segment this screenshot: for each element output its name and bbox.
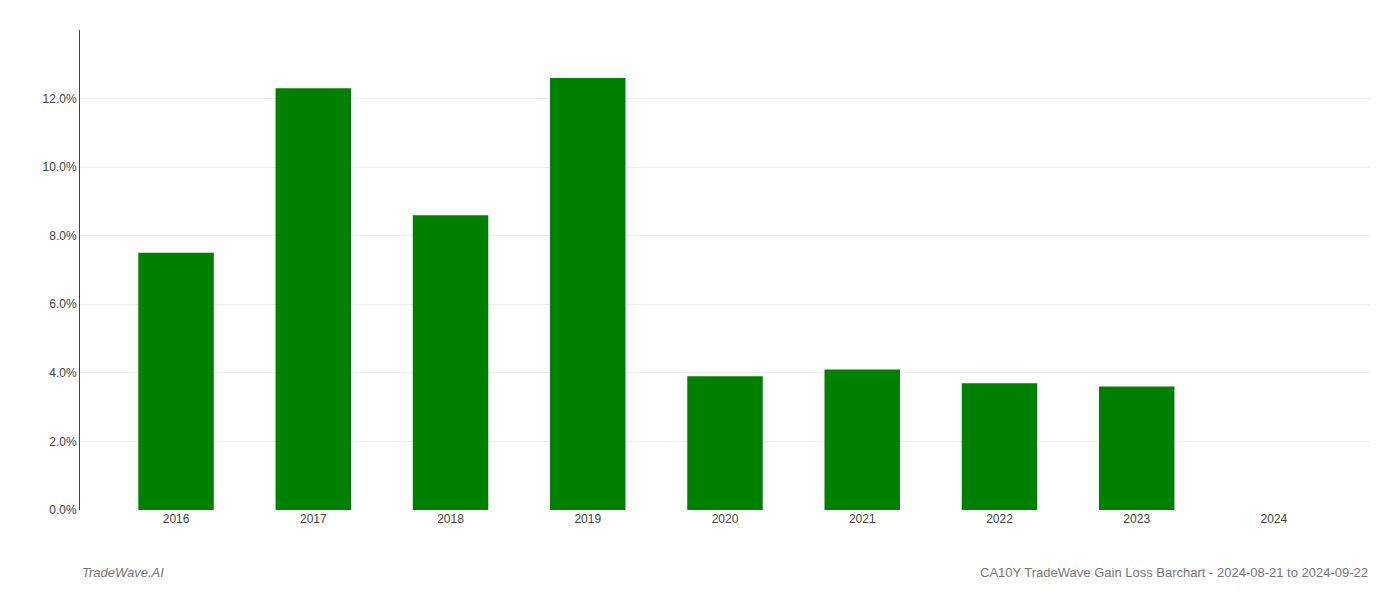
svg-text:2020: 2020 xyxy=(712,512,739,526)
svg-text:2019: 2019 xyxy=(574,512,601,526)
svg-text:TradeWave.AI: TradeWave.AI xyxy=(82,565,164,580)
svg-text:12.0%: 12.0% xyxy=(43,92,77,106)
svg-text:2021: 2021 xyxy=(849,512,876,526)
svg-text:2018: 2018 xyxy=(437,512,464,526)
svg-text:4.0%: 4.0% xyxy=(49,366,77,380)
svg-text:2016: 2016 xyxy=(163,512,190,526)
svg-text:2.0%: 2.0% xyxy=(49,435,77,449)
svg-text:2023: 2023 xyxy=(1123,512,1150,526)
svg-text:2022: 2022 xyxy=(986,512,1013,526)
svg-text:0.0%: 0.0% xyxy=(49,503,77,517)
svg-text:6.0%: 6.0% xyxy=(49,297,77,311)
svg-text:CA10Y TradeWave Gain Loss Barc: CA10Y TradeWave Gain Loss Barchart - 202… xyxy=(980,565,1368,580)
svg-text:2024: 2024 xyxy=(1261,512,1288,526)
svg-text:10.0%: 10.0% xyxy=(43,160,77,174)
svg-text:8.0%: 8.0% xyxy=(49,229,77,243)
svg-text:2017: 2017 xyxy=(300,512,327,526)
